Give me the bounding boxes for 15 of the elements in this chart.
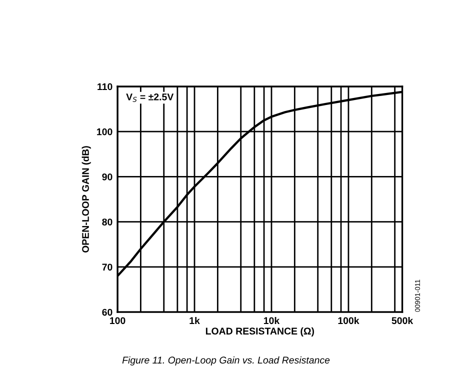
y-tick-label: 100 [97,128,112,136]
x-tick-label: 1k [190,316,200,324]
x-tick-label: 500k [392,316,414,324]
x-tick-label: 10k [264,316,280,324]
y-tick-label: 110 [98,83,112,90]
y-tick-label: 70 [102,264,112,271]
y-tick-label: 90 [102,173,112,180]
y-tick-label: 60 [102,308,112,316]
x-tick-label: 100k [338,316,360,324]
y-tick-label: 80 [102,218,112,226]
x-axis-title: LOAD RESISTANCE (Ω) [206,327,314,336]
x-tick-label: 100 [110,317,126,324]
annotation: V$_{S}$ = ±2.5V [126,93,174,102]
y-axis-title: OPEN-LOOP GAIN (dB) [82,146,91,253]
caption: Figure 11. Open-Loop Gain vs. Load Resistance [122,356,330,366]
